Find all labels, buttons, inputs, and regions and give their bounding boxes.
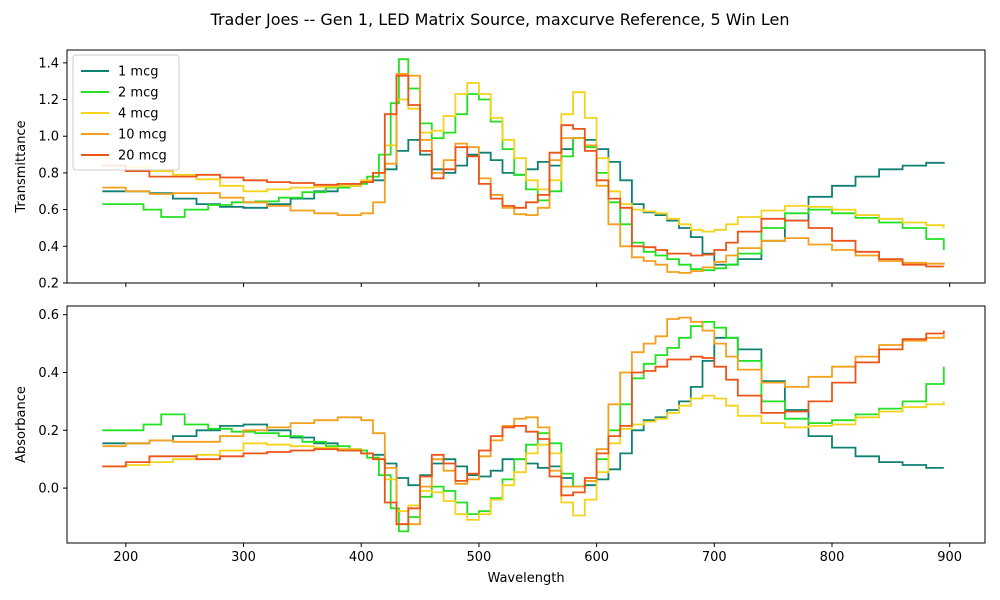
legend-label: 4 mcg [118,107,158,122]
legend-label: 10 mcg [118,128,167,143]
y-axis-label: Transmittance [14,120,29,213]
y-tick-label: 0.4 [38,366,59,381]
series-line-4-mcg [102,82,945,233]
series-line-20-mcg [102,74,944,268]
x-tick-label: 900 [937,550,962,565]
y-tick-label: 0.2 [38,424,59,439]
transmittance-panel: 0.2 0.4 0.6 0.8 1.0 1.2 1.4 Transmittance 1 mcg 2… [14,49,986,292]
x-tick-label: 700 [702,550,727,565]
series-line-20-mcg [102,330,945,526]
legend-label: 20 mcg [118,149,167,164]
x-tick-label: 300 [231,550,256,565]
absorbance-panel: 200 300 400 500 600 700 800 900 0.0 0.2 0.4 0.6 Abso… [14,305,986,586]
x-tick-label: 500 [467,550,492,565]
legend-box [72,54,180,171]
series-group [102,316,945,533]
y-axis-label: Absorbance [14,386,29,463]
y-tick-label: 0.0 [38,482,59,497]
y-tick-label: 1.4 [38,56,59,71]
legend-label: 2 mcg [118,86,158,101]
y-tick-label: 1.2 [38,93,59,108]
y-tick-label: 0.2 [38,277,59,292]
series-line-10-mcg [102,316,945,526]
axes-frame [66,305,986,544]
x-tick-label: 400 [349,550,374,565]
axes-frame [66,49,986,284]
series-line-4-mcg [102,394,945,521]
series-group [102,58,945,274]
x-tick-label: 200 [113,550,138,565]
y-tick-label: 0.6 [38,308,59,323]
figure-title: Trader Joes -- Gen 1, LED Matrix Source,… [210,10,790,29]
x-tick-label: 600 [584,550,609,565]
series-line-2-mcg [102,58,945,272]
x-tick-label: 800 [820,550,845,565]
legend-label: 1 mcg [118,65,158,80]
y-tick-label: 1.0 [38,130,59,145]
legend: 1 mcg 2 mcg 4 mcg 10 mcg 20 mcg [72,54,180,171]
series-line-10-mcg [102,73,945,274]
y-tick-label: 0.6 [38,203,59,218]
series-line-1-mcg [102,336,944,488]
x-axis-label: Wavelength [487,571,564,586]
y-tick-label: 0.8 [38,166,59,181]
series-line-1-mcg [102,137,945,266]
y-tick-label: 0.4 [38,240,59,255]
